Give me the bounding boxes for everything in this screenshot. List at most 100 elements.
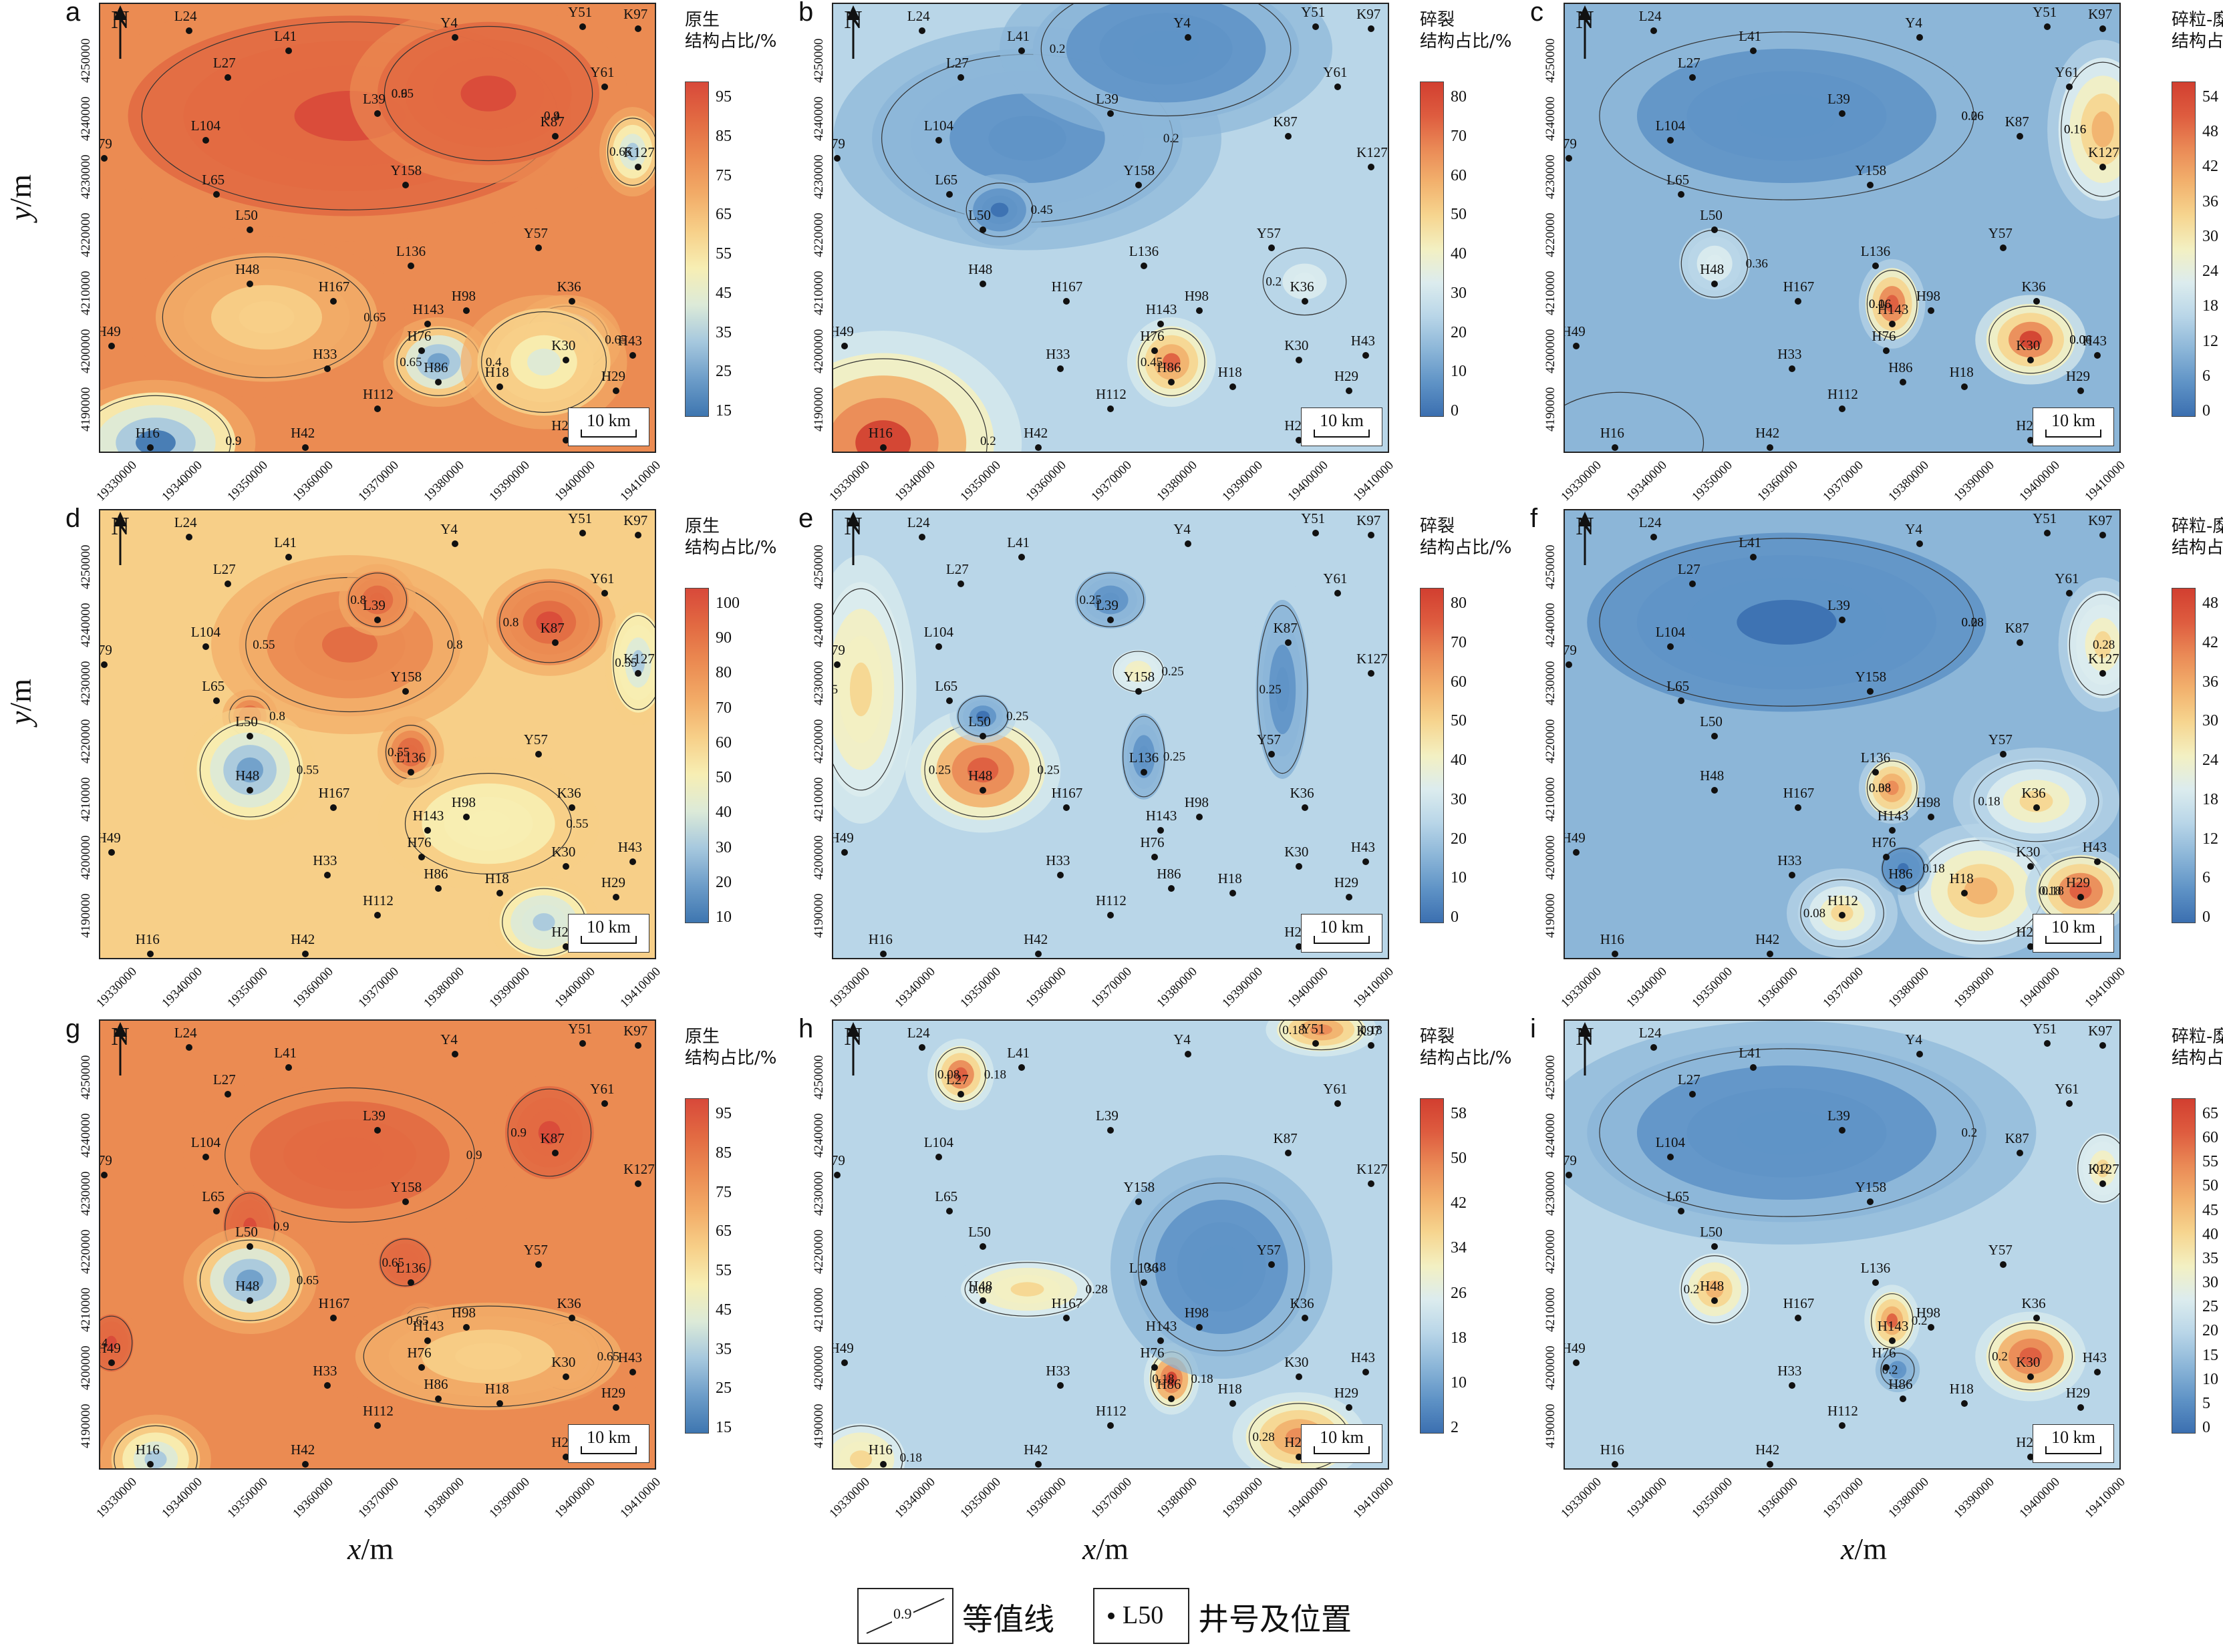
well-label: L27 [945, 561, 969, 578]
well-dot [2027, 1373, 2035, 1380]
well-dot [1611, 951, 1618, 957]
north-arrow-icon: N [108, 5, 132, 59]
well-dot [1839, 110, 1845, 117]
well-label: L41 [1007, 28, 1030, 45]
well-dot [2033, 298, 2040, 305]
well-label: K97 [1356, 1022, 1381, 1039]
well-label: Y4 [1173, 15, 1191, 31]
well-label: L50 [968, 1224, 991, 1241]
well-dot [1107, 405, 1114, 413]
y-tick-label: 4190000 [79, 387, 93, 432]
field-blob-1-level-1 [1101, 593, 1120, 607]
well-dot [2099, 531, 2107, 538]
well-dot [1566, 1172, 1572, 1178]
well-dot [579, 23, 587, 30]
well-dot [635, 531, 642, 538]
colorbar-tick-label: 35 [2202, 1249, 2218, 1267]
field-blob-3-level-1 [2019, 1347, 2042, 1365]
well-label: H143 [1145, 301, 1177, 317]
isoline-3 [498, 581, 600, 663]
isoline-2 [1870, 1293, 1914, 1348]
well-label: K87 [540, 1130, 565, 1146]
well-dot [601, 1100, 609, 1107]
well-dot [2099, 25, 2107, 32]
isoline-3 [1988, 1322, 2073, 1391]
well-label: L79 [1564, 642, 1577, 658]
well-dot [202, 1154, 209, 1161]
colorbar-tick-label: 2 [1451, 1419, 1459, 1436]
well-label: H98 [1184, 287, 1209, 304]
y-tick-label: 4200000 [812, 329, 826, 374]
well-dot [957, 581, 964, 588]
well-label: H29 [601, 1385, 626, 1401]
field-blob-1-level-1 [538, 1121, 561, 1144]
field-blob-4-level-1 [1138, 746, 1150, 768]
well-label: K36 [2021, 279, 2046, 295]
colorbar-tick-label: 30 [1451, 790, 1467, 808]
contour-value-label: 0.65 [597, 1350, 619, 1364]
x-tick-label: 19370000 [1820, 1475, 1866, 1521]
x-tick-label: 19390000 [1219, 965, 1266, 1011]
well-label: H167 [1783, 785, 1815, 802]
y-axis-title-row2: y/m [3, 679, 37, 725]
field-blob-7-level-1 [106, 1335, 117, 1351]
well-label: H143 [1877, 807, 1909, 824]
well-dot [1229, 1399, 1236, 1407]
well-label: L41 [1739, 28, 1762, 45]
well-label: H112 [363, 1403, 394, 1420]
colorbar-tick-label: 65 [716, 1222, 732, 1241]
well-label: Y158 [1855, 162, 1887, 179]
well-label: Y57 [523, 1242, 548, 1258]
field-blob-8-level-1 [466, 810, 511, 838]
well-dot [946, 190, 953, 198]
well-dot [1301, 1315, 1308, 1322]
panel-letter-g: g [65, 1014, 81, 1043]
well-dot [1312, 530, 1320, 536]
well-label: Y51 [1301, 1021, 1326, 1037]
well-label: L65 [935, 171, 958, 188]
field-blob-1-level-1 [460, 75, 516, 112]
well-dot [1296, 1373, 1303, 1380]
well-label: K127 [2088, 144, 2119, 161]
well-dot [185, 1044, 192, 1051]
isoline-0 [1599, 31, 1974, 200]
colorbar-tick-label: 18 [1451, 1329, 1467, 1347]
colorbar-tick-label: 20 [1451, 830, 1467, 848]
well-label: H98 [1916, 794, 1940, 810]
scale-bar: 10 km [2033, 1424, 2114, 1463]
well-dot [1711, 733, 1719, 740]
well-dot [2027, 943, 2035, 951]
colorbar-tick-label: 25 [2202, 1298, 2218, 1316]
well-label: L39 [1096, 1108, 1119, 1124]
north-arrow-icon: N [841, 1022, 865, 1076]
x-tick-label: 19350000 [225, 1475, 271, 1521]
well-label: H43 [1350, 838, 1375, 855]
isoline-3 [380, 1238, 431, 1287]
contour-value-label: 0.18 [1191, 1372, 1213, 1386]
well-label: H76 [407, 1345, 432, 1361]
colorbar-tick-label: 0 [1451, 402, 1459, 420]
well-label: L50 [1700, 1224, 1723, 1241]
contour-value-label: 0.55 [253, 638, 275, 652]
well-dot [202, 643, 209, 651]
well-dot [1866, 1198, 1874, 1206]
y-tick-label: 4210000 [812, 1287, 826, 1333]
well-dot [980, 786, 987, 794]
well-label: Y158 [390, 669, 422, 685]
field-blob-5-level-1 [1293, 273, 1316, 291]
well-dot [1767, 951, 1774, 957]
well-dot [1268, 751, 1275, 758]
well-label: L79 [1564, 136, 1577, 152]
well-label: H98 [451, 1304, 476, 1321]
well-label: K87 [1273, 113, 1298, 130]
colorbar-tick-label: 5 [2202, 1394, 2210, 1412]
well-dot [834, 155, 841, 162]
well-label: L24 [1638, 1025, 1662, 1041]
isoline-1 [1680, 1255, 1749, 1323]
isoline-0 [935, 1047, 986, 1102]
x-tick-label: 19400000 [2017, 965, 2063, 1011]
well-label: H48 [968, 767, 993, 784]
colorbar-tick-label: 65 [716, 206, 732, 224]
well-label: K87 [2005, 1130, 2029, 1146]
well-dot [496, 383, 503, 390]
